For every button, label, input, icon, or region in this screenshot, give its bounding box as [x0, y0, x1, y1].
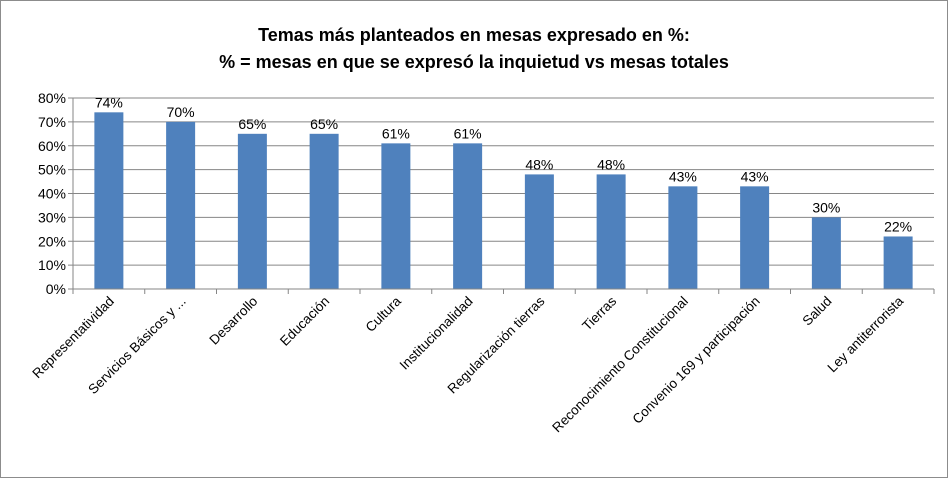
bar	[94, 112, 124, 289]
y-tick-label: 30%	[38, 209, 66, 225]
data-label: 43%	[741, 168, 769, 184]
data-label: 22%	[884, 218, 912, 234]
bar	[381, 143, 411, 289]
bar	[596, 174, 626, 289]
data-label: 65%	[238, 116, 266, 132]
bar	[883, 236, 913, 289]
chart-title: Temas más planteados en mesas expresado …	[258, 25, 690, 45]
bar	[811, 217, 841, 289]
category-label: Tierras	[579, 293, 619, 333]
category-label: Educación	[277, 294, 332, 349]
data-label: 70%	[167, 104, 195, 120]
category-label: Ley antiterrorista	[825, 293, 907, 375]
data-label: 48%	[597, 156, 625, 172]
category-label: Salud	[799, 294, 834, 329]
data-label: 61%	[454, 125, 482, 141]
y-tick-label: 80%	[38, 90, 66, 106]
bar	[166, 121, 196, 289]
y-tick-label: 0%	[46, 281, 66, 297]
data-label: 48%	[525, 156, 553, 172]
data-label: 74%	[95, 94, 123, 110]
bar	[668, 186, 698, 289]
data-label: 65%	[310, 116, 338, 132]
y-tick-label: 50%	[38, 162, 66, 178]
bar	[237, 133, 267, 289]
bar	[740, 186, 770, 289]
y-tick-label: 70%	[38, 114, 66, 130]
category-label: Desarrollo	[206, 294, 260, 348]
category-label: Institucionalidad	[397, 294, 476, 373]
y-tick-label: 10%	[38, 257, 66, 273]
chart-subtitle: % = mesas en que se expresó la inquietud…	[219, 52, 729, 72]
y-tick-label: 20%	[38, 233, 66, 249]
data-label: 61%	[382, 125, 410, 141]
data-label: 43%	[669, 168, 697, 184]
bar	[453, 143, 483, 289]
category-label: Convenio 169 y participación	[630, 294, 763, 427]
y-tick-label: 60%	[38, 138, 66, 154]
data-label: 30%	[812, 199, 840, 215]
bar	[309, 133, 339, 289]
bar	[524, 174, 554, 289]
category-label: Reconocimiento Constitucional	[549, 294, 691, 436]
category-label: Cultura	[363, 293, 405, 335]
chart-title-block: Temas más planteados en mesas expresado …	[0, 22, 948, 76]
y-tick-label: 40%	[38, 186, 66, 202]
